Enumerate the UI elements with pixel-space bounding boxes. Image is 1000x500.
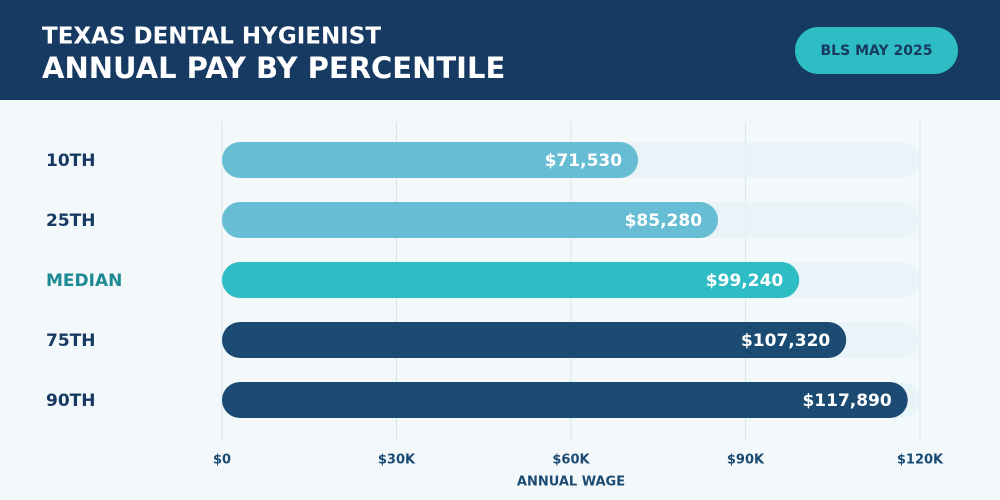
- bar: [222, 382, 908, 418]
- y-tick-label: MEDIAN: [46, 271, 122, 291]
- bar: [222, 322, 847, 358]
- y-tick-label: 75TH: [46, 331, 95, 351]
- value-label: $107,320: [741, 331, 830, 351]
- bar: [222, 142, 639, 178]
- x-axis-label: ANNUAL WAGE: [517, 475, 625, 490]
- x-tick-label: $60K: [552, 453, 590, 468]
- y-tick-label: 90TH: [46, 391, 95, 411]
- x-tick-label: $90K: [727, 453, 765, 468]
- badge-text: BLS MAY 2025: [821, 43, 933, 59]
- value-label: $99,240: [706, 271, 784, 291]
- badge: [795, 27, 958, 74]
- bar: [222, 262, 800, 298]
- x-tick-label: $120K: [897, 453, 944, 468]
- x-tick-label: $0: [213, 453, 231, 468]
- bar: [222, 202, 719, 238]
- chart-subtitle: ANNUAL PAY BY PERCENTILE: [42, 51, 505, 85]
- chart-title: TEXAS DENTAL HYGIENIST: [42, 24, 381, 50]
- value-label: $85,280: [625, 211, 703, 231]
- x-tick-label: $30K: [378, 453, 416, 468]
- value-label: $117,890: [802, 391, 891, 411]
- y-tick-label: 25TH: [46, 211, 95, 231]
- y-tick-label: 10TH: [46, 151, 95, 171]
- value-label: $71,530: [545, 151, 623, 171]
